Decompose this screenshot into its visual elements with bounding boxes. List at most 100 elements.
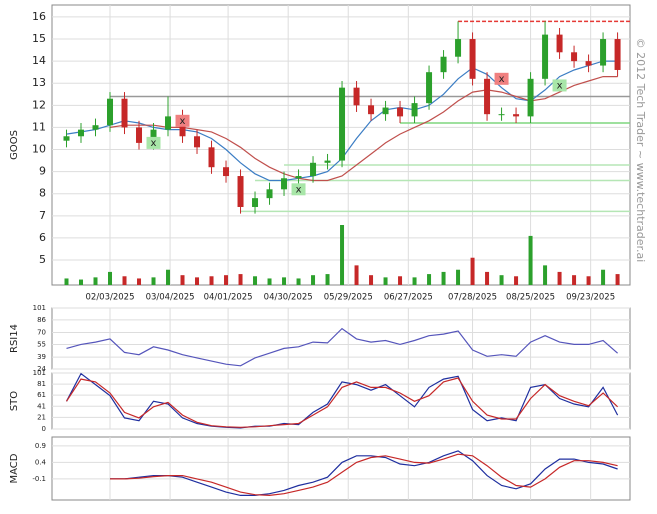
y-tick-label: 39 <box>37 353 46 361</box>
candle-body <box>136 127 143 143</box>
candle-body <box>252 198 259 207</box>
y-axis-label: GOOS <box>9 130 20 160</box>
volume-bar <box>137 278 142 285</box>
panel <box>51 307 631 370</box>
candle-body <box>92 125 99 130</box>
volume-bar <box>93 277 98 285</box>
annotation-box <box>552 79 567 92</box>
candle-body <box>281 178 288 190</box>
volume-bar <box>311 275 316 285</box>
volume-bar <box>253 276 258 285</box>
annotation-label: x <box>557 80 563 91</box>
volume-bar <box>427 274 432 285</box>
x-tick-label: 07/28/2025 <box>448 293 497 303</box>
annotation-box <box>291 183 306 196</box>
volume-bar <box>224 275 229 285</box>
annotation-label: x <box>180 116 186 127</box>
volume-bar <box>615 274 620 285</box>
x-tick-label: 04/01/2025 <box>204 293 253 303</box>
candle-body <box>194 136 201 148</box>
candle-body <box>513 114 520 117</box>
volume-bar <box>64 278 69 285</box>
candle-body <box>455 39 462 57</box>
candle-body <box>237 176 244 207</box>
candle-body <box>353 87 360 106</box>
volume-bar <box>456 269 461 285</box>
x-tick-label: 06/27/2025 <box>384 293 433 303</box>
annotation-box <box>146 136 161 149</box>
volume-bar <box>180 275 185 285</box>
y-tick-label: 86 <box>37 316 46 324</box>
y-tick-label: 24 <box>37 365 46 373</box>
series-line <box>110 450 618 496</box>
y-tick-label: 5 <box>39 253 46 266</box>
volume-bar <box>267 278 272 285</box>
candle-body <box>339 87 346 161</box>
x-tick-label: 02/03/2025 <box>86 293 135 303</box>
candle-body <box>150 129 157 143</box>
volume-bar <box>151 277 156 285</box>
y-tick-label: 16 <box>32 10 46 23</box>
volume-bar <box>369 275 374 285</box>
y-tick-label: -0.1 <box>32 475 46 483</box>
candle-body <box>208 147 215 168</box>
series-line <box>66 327 618 367</box>
y-tick-label: 55 <box>37 340 46 348</box>
y-tick-label: 61 <box>37 391 46 399</box>
candle-body <box>527 78 534 117</box>
volume-bar <box>485 271 490 285</box>
candle-body <box>498 114 505 116</box>
volume-bar <box>514 276 519 285</box>
y-tick-label: 70 <box>37 329 46 337</box>
candle-body <box>614 39 621 70</box>
annotation-label: x <box>296 184 302 195</box>
candle-body <box>556 34 563 53</box>
volume-bar <box>441 271 446 285</box>
volume-bar <box>166 269 171 285</box>
y-tick-label: 41 <box>37 402 46 410</box>
volume-bar <box>528 235 533 285</box>
y-tick-label: 10 <box>32 143 46 156</box>
candle-body <box>484 78 491 115</box>
candle-body <box>542 34 549 79</box>
y-tick-label: 8 <box>39 187 46 200</box>
y-axis-label: RSI14 <box>9 324 20 353</box>
y-axis-label: STO <box>9 391 20 411</box>
volume-bar <box>572 275 577 285</box>
y-tick-label: 0.9 <box>35 442 46 450</box>
volume-bar <box>354 265 359 285</box>
watermark: © 2012 Tech Trader ~ www.techtrader.ai <box>634 38 647 263</box>
volume-bar <box>195 277 200 285</box>
candle-body <box>469 39 476 79</box>
candle-body <box>63 136 70 141</box>
volume-bar <box>499 275 504 285</box>
candle-body <box>310 162 317 177</box>
volume-bar <box>383 277 388 285</box>
y-axis-label: MACD <box>9 453 20 483</box>
panel <box>51 436 631 501</box>
y-tick-label: 0 <box>42 425 46 433</box>
y-tick-label: 9 <box>39 165 46 178</box>
y-tick-label: 12 <box>32 98 46 111</box>
volume-bar <box>238 274 243 285</box>
y-tick-label: 15 <box>32 32 46 45</box>
volume-bar <box>586 276 591 285</box>
volume-bar <box>122 276 127 285</box>
x-tick-label: 05/29/2025 <box>324 293 373 303</box>
candle-body <box>571 52 578 62</box>
candle-body <box>382 107 389 115</box>
volume-bar <box>209 276 214 285</box>
x-tick-label: 09/23/2025 <box>566 293 615 303</box>
candle-body <box>295 176 302 179</box>
volume-bar <box>398 276 403 285</box>
y-tick-label: 0.4 <box>35 458 47 466</box>
series-line <box>110 453 618 497</box>
y-tick-label: 21 <box>37 413 46 421</box>
y-tick-label: 101 <box>33 369 46 377</box>
annotation-label: x <box>151 138 157 149</box>
candle-body <box>397 107 404 117</box>
annotation-box <box>494 72 509 85</box>
volume-bar <box>79 279 84 285</box>
y-tick-label: 81 <box>37 380 46 388</box>
volume-bar <box>340 225 345 285</box>
